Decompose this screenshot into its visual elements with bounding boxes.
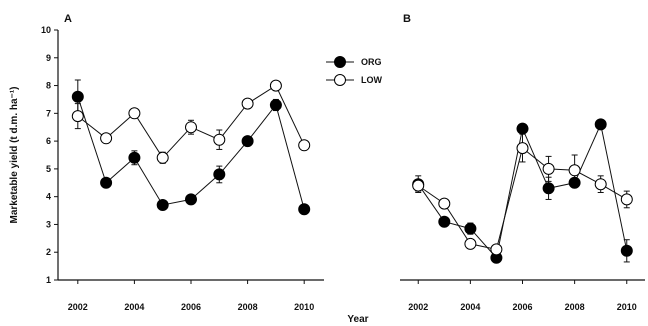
panel-a-x-tick-label: 2006 xyxy=(181,302,201,312)
panel-b: B 2002 2004 2006 2008 2010 xyxy=(400,13,645,312)
panel-a-point-low xyxy=(241,97,254,110)
panel-a-point-low xyxy=(100,132,113,145)
panel-a-x-tick-label: 2008 xyxy=(238,302,258,312)
panel-a-point-org xyxy=(241,135,254,148)
panel-b-point-low xyxy=(490,243,503,256)
panel-b-point-low xyxy=(438,197,451,210)
panel-a-y-tick-label: 1 xyxy=(46,275,51,285)
panel-b-x-tick-label: 2006 xyxy=(512,302,532,312)
panel-a: A 1 2 3 4 5 6 7 8 9 10 2002 2004 2006 2008 2010 xyxy=(41,13,324,312)
panel-a-y-tick-label: 4 xyxy=(46,192,51,202)
panel-b-point-low xyxy=(464,237,477,250)
panel-b-point-org xyxy=(542,182,555,195)
panel-b-point-org xyxy=(438,215,451,228)
panel-a-point-low xyxy=(156,151,169,164)
panel-b-point-org xyxy=(594,118,607,131)
panel-b-point-org xyxy=(568,176,581,189)
panel-a-x-tick-label: 2002 xyxy=(68,302,88,312)
panel-a-point-org xyxy=(185,193,197,206)
legend-label-org: ORG xyxy=(361,57,382,67)
panel-a-y-tick-label: 8 xyxy=(46,81,51,91)
panel-a-y-tick-label: 6 xyxy=(46,136,51,146)
panel-a-point-org xyxy=(128,151,141,164)
panel-a-y-tick-label: 2 xyxy=(46,247,51,257)
panel-a-point-low xyxy=(298,139,311,152)
panel-a-x-tick-label: 2010 xyxy=(294,302,314,312)
panel-b-label: B xyxy=(403,13,411,25)
legend: ORG LOW xyxy=(326,56,382,86)
panel-a-y-tick-label: 7 xyxy=(46,108,51,118)
legend-marker-org xyxy=(334,56,346,68)
panel-a-point-low xyxy=(128,107,141,120)
legend-marker-low xyxy=(334,74,346,86)
panel-a-point-org xyxy=(71,90,84,103)
panel-b-point-org xyxy=(620,244,633,257)
panel-b-x-tick-label: 2010 xyxy=(617,302,637,312)
panel-a-y-tick-label: 3 xyxy=(46,219,51,229)
panel-b-point-low xyxy=(542,162,555,175)
panel-a-point-low xyxy=(71,110,84,123)
panel-a-point-low xyxy=(213,133,226,146)
panel-a-y-tick-label: 9 xyxy=(46,53,51,63)
panel-b-point-low xyxy=(412,179,425,192)
panel-a-point-org xyxy=(100,176,113,189)
panel-a-point-org xyxy=(213,168,226,181)
panel-a-point-low xyxy=(269,79,282,92)
panel-b-point-low xyxy=(620,193,633,206)
panel-b-point-low xyxy=(594,178,607,191)
panel-b-point-org xyxy=(464,222,477,235)
panel-b-x-tick-label: 2002 xyxy=(408,302,428,312)
panel-b-x-tick-label: 2008 xyxy=(565,302,585,312)
panel-b-x-tick-label: 2004 xyxy=(460,302,480,312)
panel-a-point-org xyxy=(298,203,311,216)
panel-b-point-low xyxy=(516,142,529,155)
panel-a-label: A xyxy=(64,13,72,25)
panel-a-y-tick-label: 10 xyxy=(41,25,51,35)
legend-label-low: LOW xyxy=(361,75,382,85)
panel-a-point-org xyxy=(269,99,282,111)
panel-a-y-tick-label: 5 xyxy=(46,164,51,174)
y-axis-title: Marketable yield (t d.m. ha⁻¹) xyxy=(9,87,20,224)
panel-a-point-low xyxy=(185,121,197,134)
panel-a-point-org xyxy=(156,199,169,211)
x-axis-title: Year xyxy=(347,314,368,325)
panel-b-point-org xyxy=(516,122,529,135)
panel-a-x-tick-label: 2004 xyxy=(124,302,144,312)
panel-b-point-low xyxy=(568,164,581,177)
